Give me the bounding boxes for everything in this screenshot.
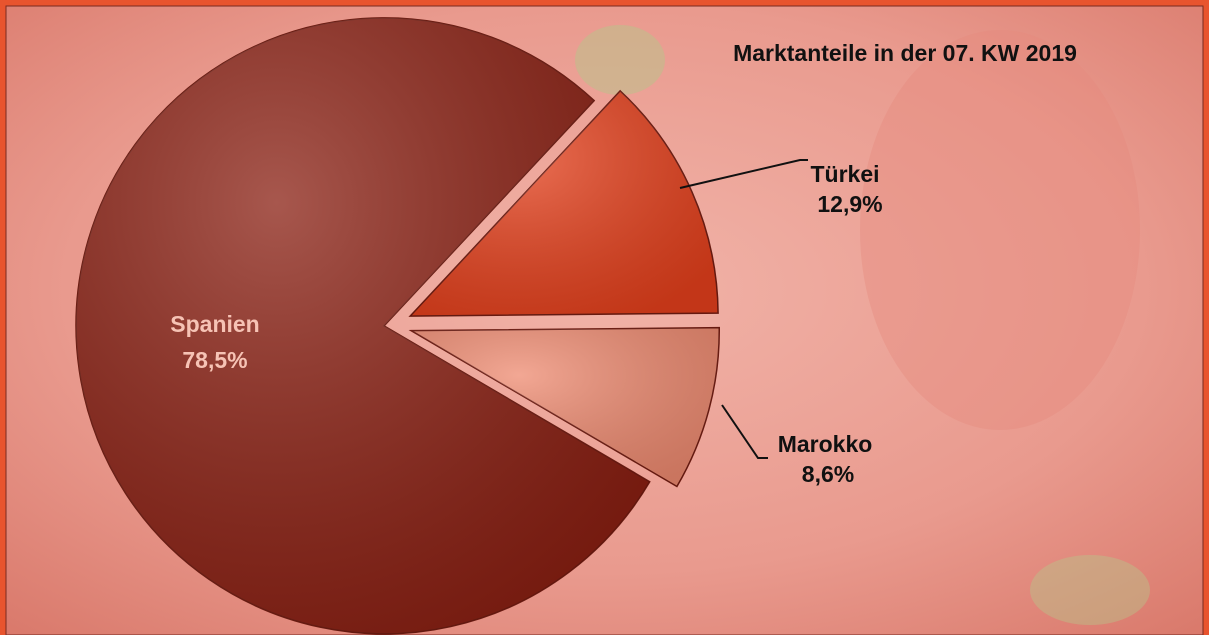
decor: [860, 30, 1140, 430]
slice-label: Spanien: [170, 311, 259, 337]
decor: [575, 25, 665, 95]
slice-label: Türkei: [810, 161, 879, 187]
slice-shine: [411, 327, 720, 487]
value-label: 12,9%: [817, 191, 882, 217]
pie: [75, 17, 720, 635]
value-label: 78,5%: [182, 347, 247, 373]
slice-label: Marokko: [778, 431, 873, 457]
value-label: 8,6%: [802, 461, 854, 487]
slice-shine: [410, 90, 719, 317]
leader-line: [721, 404, 768, 459]
chart-title: Marktanteile in der 07. KW 2019: [733, 40, 1077, 66]
slice-shine: [76, 17, 650, 634]
leader-line: [679, 159, 808, 189]
decor: [1030, 555, 1150, 625]
